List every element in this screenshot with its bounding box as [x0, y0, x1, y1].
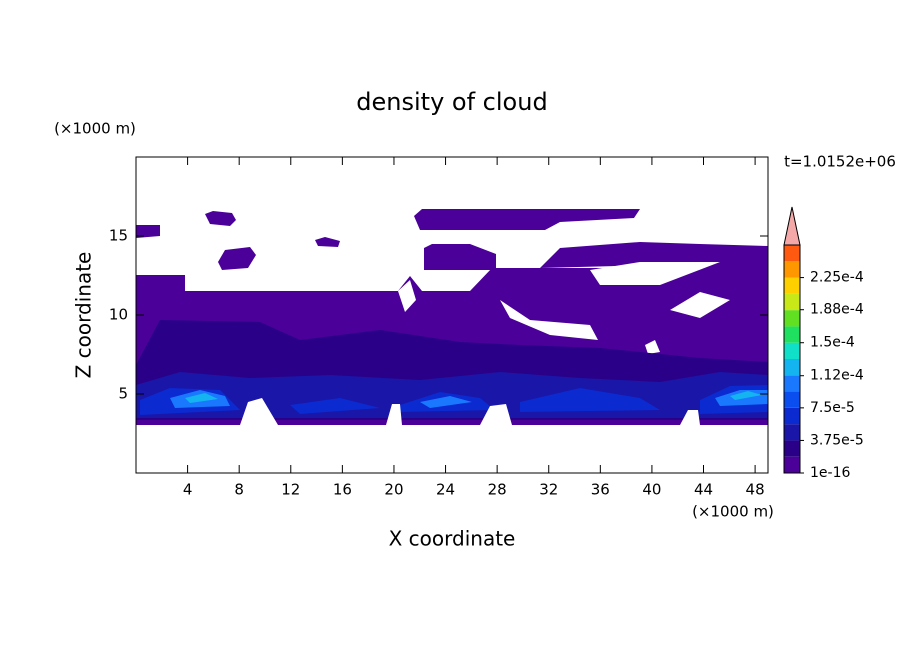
x-unit: (×1000 m): [692, 503, 774, 521]
contour-region: [218, 247, 256, 270]
colorbar-tick-label: 7.5e-5: [810, 400, 855, 416]
colorbar-tick-label: 1e-16: [810, 465, 850, 481]
colorbar-tick-label: 1.12e-4: [810, 368, 864, 384]
x-tick-label: 44: [694, 481, 713, 499]
x-tick-label: 8: [234, 481, 244, 499]
contour-region: [315, 237, 340, 247]
colorbar-band: [784, 310, 800, 327]
colorbar-band: [784, 407, 800, 425]
time-annotation: t=1.0152e+06: [784, 153, 896, 171]
colorbar-band: [784, 391, 800, 408]
x-tick-label: 16: [333, 481, 352, 499]
colorbar-frame: [783, 244, 801, 474]
x-tick-label: 48: [746, 481, 765, 499]
colorbar-band: [784, 359, 800, 376]
colorbar-band: [784, 326, 800, 343]
x-tick-label: 4: [183, 481, 193, 499]
colorbar-band: [784, 424, 800, 441]
colorbar-band: [784, 342, 800, 359]
contour-region: [414, 209, 640, 230]
colorbar-tick-label: 1.88e-4: [810, 302, 864, 318]
colorbar-band: [784, 245, 800, 262]
x-tick-label: 32: [539, 481, 558, 499]
x-tick-label: 20: [384, 481, 403, 499]
x-axis-label: X coordinate: [389, 527, 516, 551]
y-axis-label: Z coordinate: [72, 252, 96, 379]
colorbar-band: [784, 440, 800, 457]
colorbar-band: [784, 375, 800, 392]
colorbar-tick-label: 1.5e-4: [810, 335, 855, 351]
x-tick-label: 36: [591, 481, 610, 499]
colorbar-tick-label: 2.25e-4: [810, 270, 864, 286]
contour-hole: [590, 262, 720, 285]
chart-title: density of cloud: [356, 88, 547, 116]
y-unit: (×1000 m): [54, 120, 136, 138]
colorbar-band: [784, 456, 800, 473]
x-tick-label: 28: [488, 481, 507, 499]
colorbar-band: [784, 277, 800, 294]
colorbar-band: [784, 293, 800, 311]
x-tick-label: 12: [281, 481, 300, 499]
contour-field: [136, 209, 768, 425]
contour-hole: [398, 280, 416, 312]
colorbar-extend: [783, 206, 801, 246]
contour-hole: [645, 340, 660, 354]
y-tick-label: 5: [118, 385, 128, 403]
contour-region: [136, 225, 160, 238]
x-tick-label: 24: [436, 481, 455, 499]
colorbar-tick-label: 3.75e-5: [810, 432, 864, 448]
contour-hole: [500, 300, 598, 340]
contour-region: [424, 244, 496, 270]
contour-hole: [670, 292, 730, 318]
y-tick-label: 10: [109, 306, 128, 324]
contour-region: [205, 211, 236, 226]
x-tick-label: 40: [642, 481, 661, 499]
y-tick-label: 15: [109, 227, 128, 245]
contour-region: [540, 242, 768, 268]
colorbar-band: [784, 261, 800, 278]
